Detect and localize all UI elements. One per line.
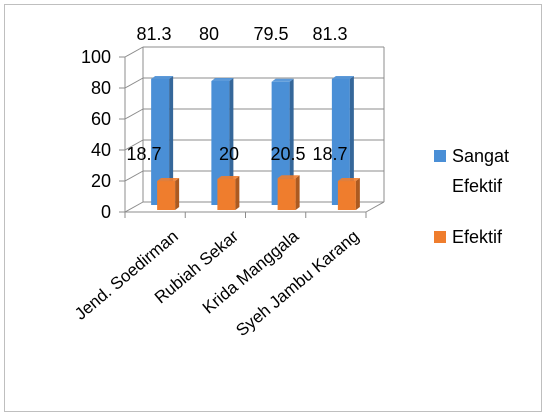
data-label-sangat-efektif: 79.5 [253, 24, 288, 44]
grid-line-side [124, 46, 144, 58]
bar-top [331, 75, 354, 79]
y-tick-label: 100 [81, 47, 111, 67]
data-label-efektif: 18.7 [126, 144, 161, 164]
bar-top [217, 176, 240, 179]
y-tick-label: 80 [91, 78, 111, 98]
bar-front [217, 179, 236, 210]
data-label-efektif: 20.5 [270, 144, 305, 164]
data-labels: 81.3 80 79.5 81.3 18.7 20 20.5 18.7 [126, 24, 347, 164]
legend: Sangat Efektif Efektif [434, 146, 509, 247]
grid-line-side [124, 139, 144, 151]
data-label-sangat-efektif: 81.3 [312, 24, 347, 44]
bar-side [175, 178, 180, 210]
y-tick-label: 20 [91, 171, 111, 191]
floor-side-edge [365, 201, 385, 213]
bar-front [157, 181, 176, 210]
y-tick-label: 40 [91, 140, 111, 160]
bar-3-sangat-efektif [271, 78, 294, 205]
bar-3-efektif [277, 175, 300, 210]
bar-top [337, 178, 360, 182]
data-label-sangat-efektif: 80 [199, 24, 219, 44]
bar-side [169, 75, 174, 205]
data-label-efektif: 20 [219, 144, 239, 164]
bar-2-sangat-efektif [211, 78, 234, 205]
bar-side [295, 175, 300, 210]
y-tick-label: 60 [91, 109, 111, 129]
bar-2-efektif [217, 176, 240, 210]
bar-side [229, 78, 234, 205]
bar-side [289, 78, 294, 205]
bar-series [151, 75, 360, 210]
legend-label-sangat-efektif-line2: Efektif [452, 176, 503, 196]
legend-swatch-efektif [434, 231, 446, 243]
bar-top [211, 78, 234, 81]
chart-frame [4, 4, 542, 412]
grid-line-side [124, 108, 144, 120]
bar-front [271, 81, 290, 205]
bar-4-sangat-efektif [331, 75, 354, 205]
bar-front [277, 178, 296, 210]
legend-label-efektif: Efektif [452, 227, 503, 247]
bar-side [235, 176, 240, 210]
bar-4-efektif [337, 178, 360, 210]
category-label: Jend. Soedirman [71, 227, 182, 324]
legend-swatch-sangat-efektif [434, 150, 446, 162]
bar-front [337, 181, 356, 210]
data-label-sangat-efektif: 81.3 [136, 24, 171, 44]
legend-label-sangat-efektif: Sangat [452, 146, 509, 166]
bar-top [277, 175, 300, 179]
bar-top [151, 75, 174, 79]
bar-1-efektif [157, 178, 180, 210]
grid-line-side [124, 201, 144, 213]
bar-side [349, 75, 354, 205]
bar-top [157, 178, 180, 182]
bar-front [331, 78, 350, 205]
bar-side [355, 178, 360, 210]
data-label-efektif: 18.7 [312, 144, 347, 164]
bar-front [151, 78, 170, 205]
grid-line-side [124, 77, 144, 89]
y-tick-label: 0 [101, 202, 111, 222]
bar-front [211, 81, 230, 205]
grid-line-side [124, 170, 144, 182]
bar-top [271, 78, 294, 82]
bar-1-sangat-efektif [151, 75, 174, 205]
y-axis-ticks: 0 20 40 60 80 100 [81, 47, 111, 222]
